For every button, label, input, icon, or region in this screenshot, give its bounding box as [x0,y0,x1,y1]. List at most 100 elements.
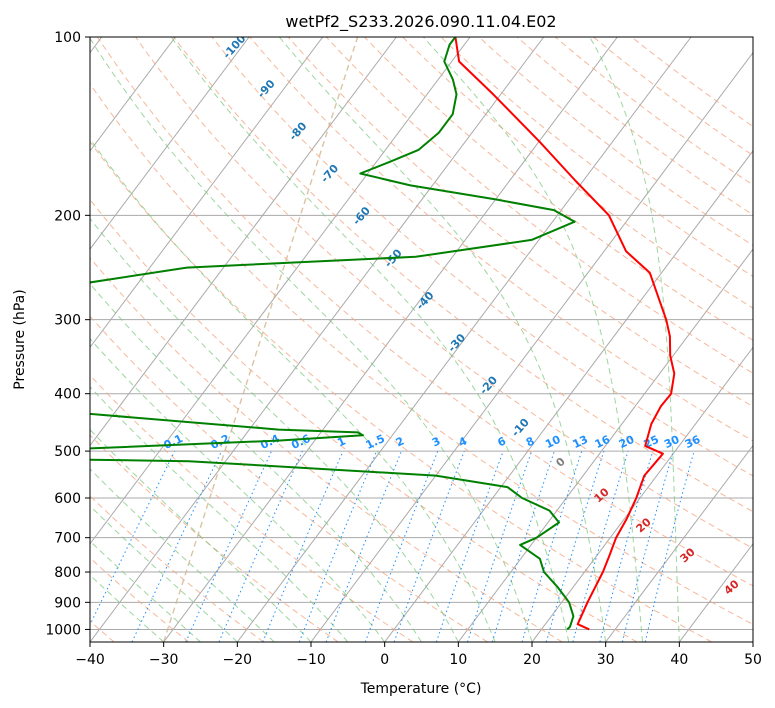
mixing-ratio-label: 20 [617,433,637,451]
x-tick-label: 50 [744,652,762,668]
moist-adiabat-line [90,505,238,642]
y-tick-label: 700 [54,531,81,547]
isotherm-line [90,37,324,349]
dry-adiabat-line [90,315,488,642]
x-tick-label: 40 [670,652,688,668]
mixing-ratio-line [218,450,303,642]
mixing-ratio-line [298,450,378,642]
x-tick-label: 30 [597,652,615,668]
mixing-ratio-label: 36 [683,433,703,451]
mixing-ratio-line [262,450,344,642]
y-tick-label: 200 [54,208,81,224]
mixing-ratio-lines [90,450,695,642]
moist-adiabat-line [90,338,386,642]
dry-adiabat-line [364,37,753,341]
isotherm-line [90,37,471,545]
y-tick-label: 600 [54,491,81,507]
plot-frame [89,36,754,643]
mixing-ratio-label: 10 [543,433,563,451]
plot-area: -100-90-80-70-60-50-40-30-20-10 01020304… [90,37,753,642]
isotherm-line [90,37,545,642]
moist-adiabat-lines [90,37,680,642]
moist-adiabat-line [90,138,496,642]
isotherm-line [310,51,753,642]
ice-saturation-line [163,37,359,642]
moist-adiabat-line [90,540,201,642]
isotherm-line [384,150,753,642]
dewpoint-profile [90,37,576,631]
dry-adiabat-line [90,495,264,642]
dry-adiabat-line [96,37,753,587]
dry-adiabat-line [325,37,753,374]
x-tick-label: −10 [296,652,326,668]
moist-adiabat-line [90,468,275,642]
isotherm-line [90,37,250,250]
y-tick-label: 500 [54,444,81,460]
mixing-ratio-line [644,450,695,642]
moist-adiabat-line [90,282,422,642]
dry-adiabat-line [90,83,753,625]
isotherm-line [457,248,753,642]
mixing-ratio-line [545,450,605,642]
dry-adiabat-line [90,141,712,642]
moist-adiabat-line [278,37,607,642]
x-axis-label: Temperature (°C) [360,681,482,697]
dry-adiabat-line [173,37,753,513]
chart-title: wetPf2_S233.2026.090.11.04.E02 [285,12,556,32]
y-tick-label: 1000 [45,622,81,638]
x-tick-label: 10 [449,652,467,668]
mixing-ratio-line [467,450,533,642]
mixing-ratio-line [90,450,176,626]
dry-adiabat-line [478,37,753,247]
y-axis-ticks: 1000 900 800 700 600 500 400 300 200 100 [45,30,90,638]
x-tick-label: 20 [523,652,541,668]
mixing-ratio-line [599,450,654,642]
isotherm-line [163,37,618,642]
moist-adiabat-line [422,37,643,642]
mixing-ratio-line [572,450,629,642]
moist-adiabat-line [90,217,459,642]
dry-adiabat-line [249,37,753,442]
moist-adiabat-line [90,574,165,642]
y-axis-label: Pressure (hPa) [12,289,28,389]
y-tick-label: 800 [54,565,81,581]
isotherm-line [605,444,753,642]
dry-adiabat-line [90,198,638,642]
dry-adiabat-line [516,37,753,216]
y-tick-label: 400 [54,387,81,403]
x-axis-ticks: −40 −30 −20 −10 0 10 20 30 40 50 [75,642,762,668]
x-tick-label: −30 [149,652,179,668]
dry-adiabat-line [287,37,753,408]
y-tick-label: 900 [54,595,81,611]
ice-line [163,37,359,642]
dry-adiabat-line [135,37,753,550]
mixing-ratio-line [621,450,674,642]
isotherm-lines [90,37,753,642]
isotherm-line [236,37,692,642]
moist-adiabat-line [90,386,349,642]
moist-adiabat-line [170,37,570,642]
dry-adiabat-line [90,374,414,642]
y-tick-label: 300 [54,313,81,329]
y-tick-label: 100 [54,30,81,46]
dry-adiabat-lines [90,37,753,642]
x-tick-label: −20 [223,652,253,668]
mixing-ratio-label: 16 [593,433,613,451]
moist-adiabat-line [90,428,312,642]
dry-adiabat-line [440,37,753,278]
isotherm-line [531,346,753,642]
isotherm-line [90,37,176,152]
isotherm-line [90,37,397,447]
x-tick-label: −40 [75,652,105,668]
mixing-ratio-line [131,450,223,642]
x-tick-label: 0 [380,652,389,668]
mixing-ratio-line [521,450,583,642]
mixing-ratio-line [185,450,272,642]
temperature-profile [454,37,676,631]
dry-adiabat-line [90,257,563,642]
sounding-profiles [90,37,676,631]
dry-adiabat-line [402,37,753,309]
mixing-ratio-label: 30 [662,433,682,451]
